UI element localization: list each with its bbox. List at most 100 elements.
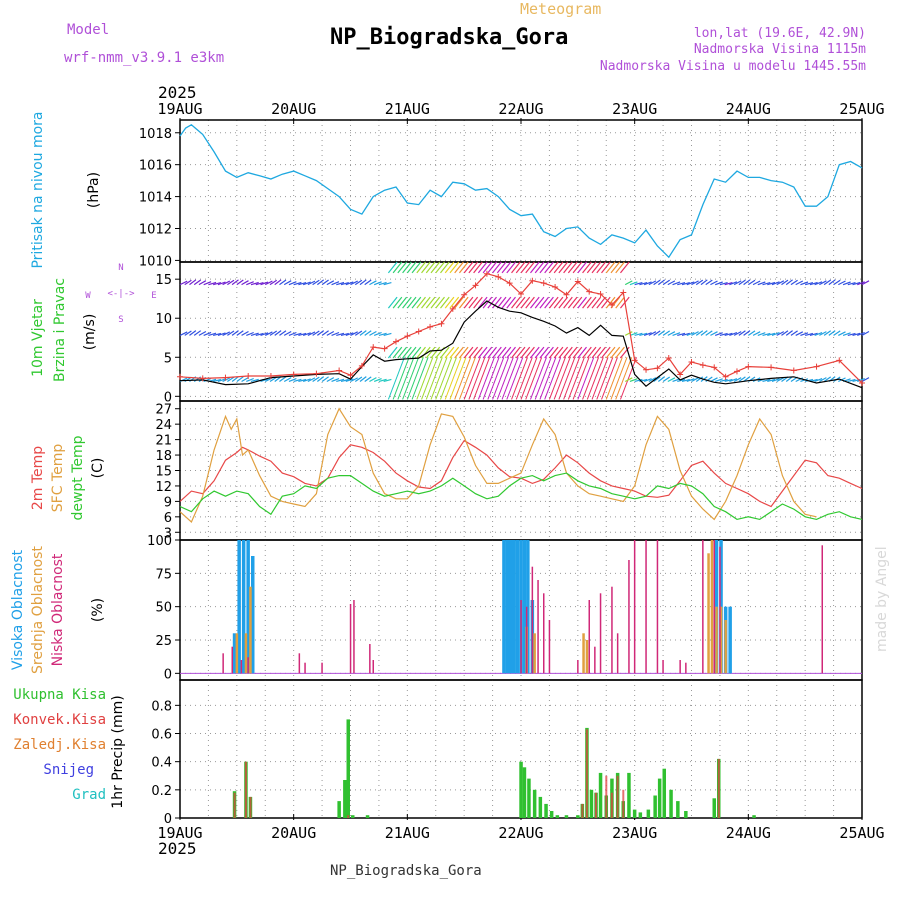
clouds-ytick-label: 50: [155, 601, 172, 616]
wind-barb: [847, 378, 856, 383]
wind-barb: [236, 376, 244, 382]
wind-barb: [231, 279, 239, 286]
compass-w: W: [85, 291, 91, 301]
wind-barb: [387, 296, 398, 309]
wind-barb: [482, 357, 500, 400]
wind-barb: [189, 279, 197, 286]
wind-barb: [255, 332, 264, 336]
footer-station: NP_Biogradska_Gora: [330, 863, 482, 879]
wind-barb: [406, 296, 417, 309]
precip-total-bar: [589, 789, 594, 818]
wind-barb: [525, 296, 535, 309]
wind-barb: [567, 357, 585, 400]
wind-barb: [378, 281, 387, 286]
wind-barb: [279, 376, 287, 382]
wind-barb: [501, 296, 512, 309]
wind-barb: [572, 261, 583, 274]
wind-barb: [231, 330, 239, 336]
wind-barb: [227, 376, 235, 382]
cloud-low-bar: [543, 593, 545, 674]
wind-gust-marker: [643, 366, 650, 373]
wind-barb: [506, 261, 516, 274]
wind-barb: [695, 279, 704, 286]
wind-barb: [511, 261, 521, 274]
compass-n: N: [118, 263, 123, 273]
cloud-high-bar: [241, 540, 246, 674]
precip-total-bar: [337, 801, 341, 818]
wind-barb: [321, 330, 329, 336]
cloud-low-bar: [821, 545, 823, 674]
wind-barb: [857, 378, 865, 383]
wind-barb: [757, 281, 766, 286]
wind-gust-marker: [665, 355, 672, 362]
wind-gust-marker: [586, 288, 593, 295]
x-label-top: 19AUG: [157, 100, 202, 118]
wind-barb: [492, 357, 510, 400]
precip-legend-total: Ukupna Kisa: [13, 687, 106, 703]
wind-barb: [619, 357, 637, 400]
cloud-low-bar: [656, 540, 659, 674]
wind-barb: [312, 330, 320, 336]
wind-barb: [805, 332, 814, 336]
wind-barb: [350, 280, 358, 286]
wind-barb: [605, 357, 623, 400]
wind-barb: [425, 346, 436, 359]
wind-barb: [487, 346, 497, 359]
wind-barb: [336, 332, 345, 336]
wind-barb: [743, 330, 751, 336]
precip-conv-bar: [622, 789, 625, 818]
wind-barb: [605, 296, 616, 309]
cloud-high-bar: [512, 540, 516, 674]
wind-barb: [823, 330, 832, 336]
wind-barb: [288, 378, 297, 383]
pressure-unit: (hPa): [86, 172, 102, 208]
wind-barb: [340, 282, 349, 286]
wind-gust-marker: [654, 365, 661, 372]
wind-barb: [359, 376, 367, 382]
precip-legend-hail: Grad: [72, 787, 106, 803]
cloud-low-bar: [633, 540, 636, 674]
wind-barb: [454, 357, 472, 400]
wind-barb: [397, 261, 408, 274]
wind-barb: [307, 280, 316, 286]
wind-barb: [515, 357, 533, 400]
wind-gust-marker: [358, 362, 365, 369]
wind-barb: [430, 357, 448, 400]
wind-barb: [767, 332, 776, 336]
wind-gust-marker: [370, 344, 377, 351]
wind-gust-marker: [688, 358, 695, 365]
cloud-low-bar: [247, 657, 249, 674]
wind-barb: [383, 332, 392, 336]
wind-barb: [823, 376, 832, 382]
wind-barb: [473, 261, 483, 274]
wind-barb: [667, 377, 676, 383]
cloud-low-bar: [713, 540, 715, 674]
wind-barb: [316, 376, 325, 382]
wind-barb: [738, 330, 746, 336]
wind-barb: [643, 332, 652, 336]
wind-barb: [345, 378, 354, 383]
wind-barb: [264, 280, 273, 286]
cloud-low-bar: [222, 653, 224, 674]
wind-barb: [260, 281, 269, 286]
precip-conv-bar: [605, 775, 608, 818]
wind-barb: [662, 330, 671, 336]
wind-barb: [506, 296, 516, 309]
precip-total-bar: [519, 761, 523, 818]
model-elevation-text: Nadmorska Visina u modelu 1445.55m: [600, 59, 866, 74]
wind-barb: [558, 346, 569, 359]
wind-barb: [340, 378, 349, 383]
wind-barb: [828, 279, 836, 286]
precip-total-bar: [638, 812, 643, 818]
wind-barb: [473, 357, 491, 400]
wind-barb: [662, 279, 671, 286]
precip-total-bar: [549, 811, 554, 818]
wind-gust-marker: [597, 291, 604, 298]
wind-barb: [179, 331, 188, 336]
wind-barb: [800, 332, 809, 336]
wind-barb: [293, 332, 302, 336]
cloud-low-bar: [645, 540, 647, 674]
wind-barb: [767, 378, 776, 383]
